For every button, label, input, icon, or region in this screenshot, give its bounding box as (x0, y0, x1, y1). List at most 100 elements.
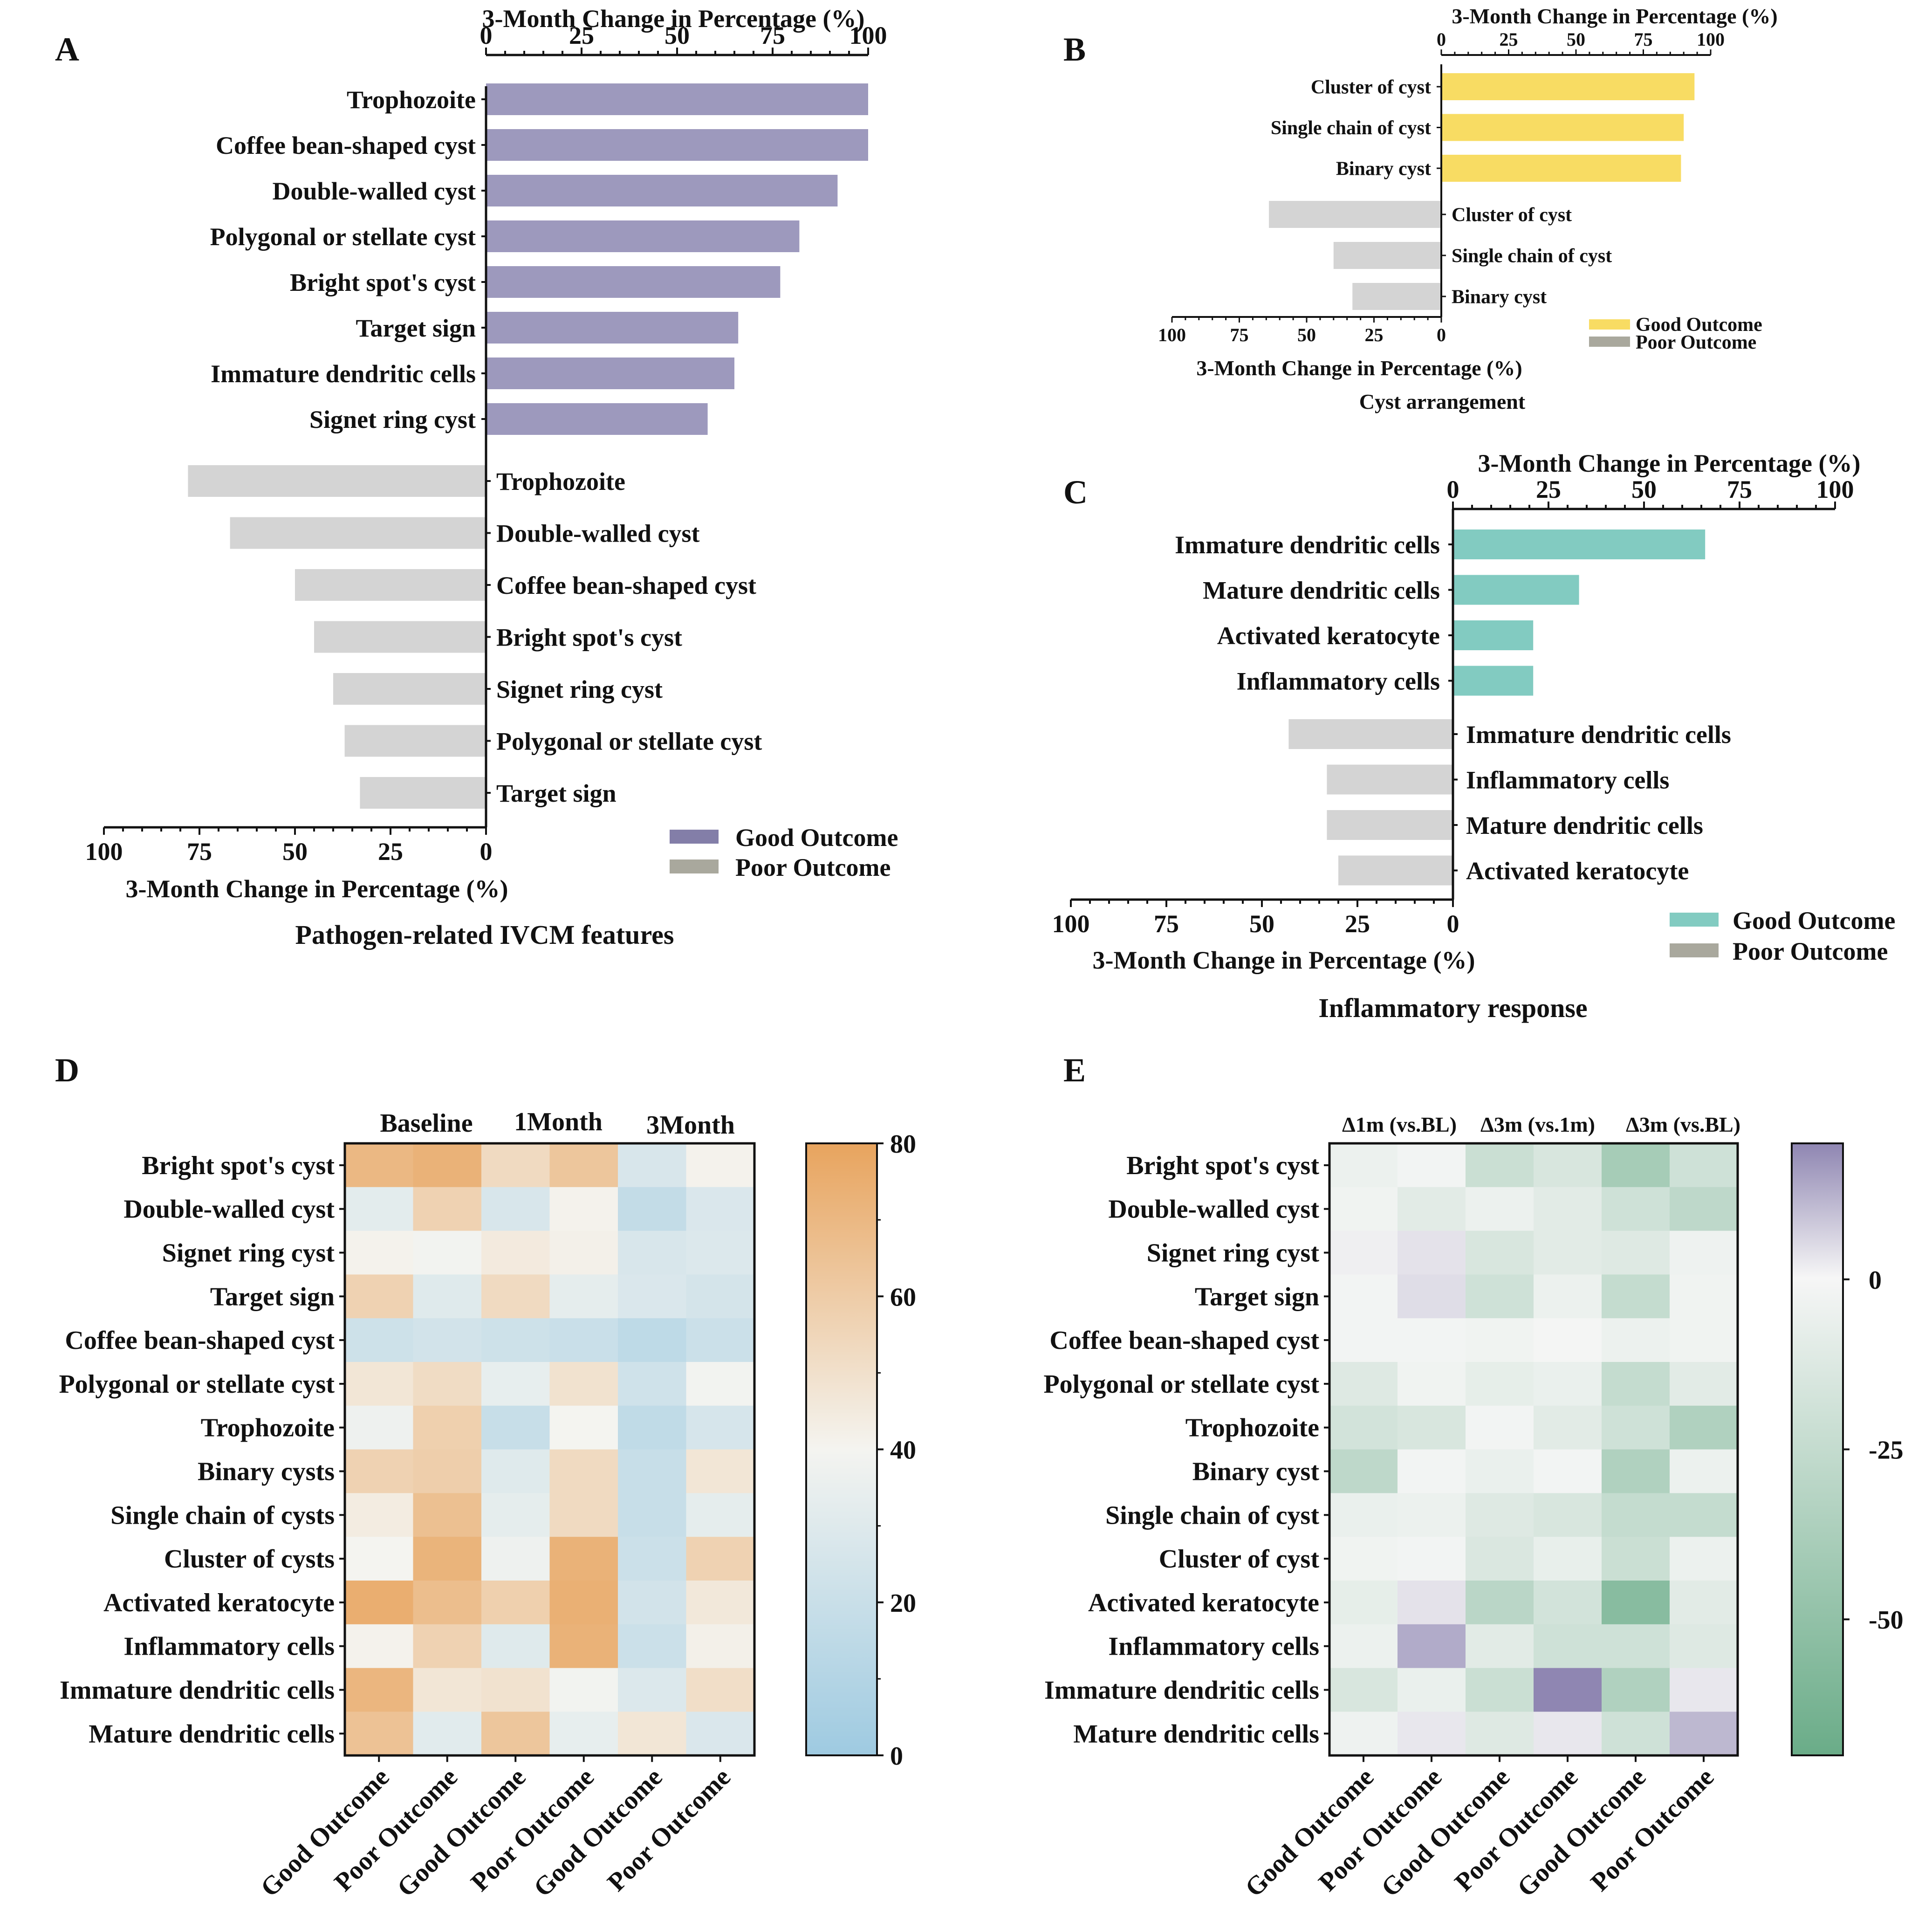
heatmap-cell (1398, 1405, 1466, 1450)
axis-tick-label: 75 (1230, 324, 1249, 345)
heatmap-cell (345, 1187, 413, 1231)
legend-poor-label: Poor Outcome (735, 853, 891, 881)
heatmap-cell (686, 1449, 755, 1493)
heatmap-cell (1670, 1362, 1738, 1406)
heatmap-row-label: Cluster of cysts (164, 1545, 335, 1574)
legend-good-label: Good Outcome (1733, 907, 1895, 935)
panel-a-bars: Trophozoite Coffee bean-shaped cyst Double… (188, 83, 868, 809)
heatmap-row-label: Mature dendritic cells (89, 1719, 335, 1748)
heatmap-cell (413, 1668, 482, 1712)
bar-category-label: Binary cyst (1336, 158, 1431, 180)
bar-category-label: Target sign (356, 314, 476, 342)
heatmap-cell (549, 1624, 618, 1669)
heatmap-cell (1398, 1581, 1466, 1625)
heatmap-cell (1398, 1449, 1466, 1493)
heatmap-row-label: Cluster of cyst (1159, 1545, 1320, 1574)
heatmap-cell (549, 1449, 618, 1493)
heatmap-cell (413, 1318, 482, 1362)
colorbar-tick-label: -25 (1869, 1436, 1904, 1465)
heatmap-cell (1329, 1624, 1398, 1669)
legend-swatch-poor (1589, 337, 1630, 347)
heatmap-cell (1398, 1143, 1466, 1188)
heatmap-cell (345, 1668, 413, 1712)
heatmap-cell (686, 1493, 755, 1537)
panel-c-caption: Inflammatory response (1318, 993, 1587, 1023)
panel-e-colorbar: 0 -25 -50 (1791, 1142, 1904, 1756)
heatmap-cell (1602, 1668, 1670, 1712)
legend-poor-label: Poor Outcome (1636, 332, 1756, 353)
heatmap-cell (1534, 1231, 1602, 1275)
panel-b-caption: Cyst arrangement (1359, 390, 1526, 413)
axis-tick-label: 50 (665, 21, 690, 49)
heatmap-cell (1466, 1493, 1534, 1537)
axis-tick-label: 100 (1158, 324, 1186, 345)
bar-category-label: Cluster of cyst (1452, 205, 1572, 226)
heatmap-cell (413, 1537, 482, 1581)
heatmap-cell (1466, 1449, 1534, 1493)
panel-a-legend: Good Outcome Poor Outcome (670, 824, 898, 881)
axis-tick-label: 25 (1365, 324, 1384, 345)
heatmap-cell (549, 1581, 618, 1625)
bar-poor-outcome (295, 569, 486, 601)
axis-tick-label: 100 (1697, 29, 1725, 50)
legend-poor-label: Poor Outcome (1733, 937, 1888, 965)
heatmap-cell (1398, 1712, 1466, 1756)
heatmap-cell (1670, 1274, 1738, 1319)
heatmap-cell (413, 1362, 482, 1406)
heatmap-cell (1466, 1537, 1534, 1581)
bar-category-label: Trophozoite (496, 468, 625, 495)
heatmap-cell (1534, 1493, 1602, 1537)
panel-a-bottom-axis-label: 3-Month Change in Percentage (%) (126, 875, 508, 903)
legend-swatch-poor (1670, 943, 1719, 957)
heatmap-cell (1534, 1405, 1602, 1450)
bar-category-label: Polygonal or stellate cyst (210, 223, 476, 251)
heatmap-row-label: Single chain of cysts (110, 1501, 335, 1530)
heatmap-cell (1602, 1187, 1670, 1231)
axis-tick-label: 0 (1437, 324, 1446, 345)
heatmap-cell (549, 1405, 618, 1450)
heatmap-cell (1466, 1274, 1534, 1319)
panel-e-heatmap: Bright spot's cyst Double-walled cyst Sign… (1043, 1142, 1739, 1903)
panel-c-bottom-axis-label: 3-Month Change in Percentage (%) (1093, 946, 1475, 974)
heatmap-cell (345, 1581, 413, 1625)
bar-good-outcome (486, 403, 708, 435)
heatmap-group-label: 1Month (514, 1107, 603, 1136)
heatmap-row-label: Double-walled cyst (1108, 1195, 1319, 1224)
heatmap-cell (686, 1187, 755, 1231)
heatmap-row-label: Signet ring cyst (1147, 1239, 1320, 1268)
heatmap-cell (345, 1143, 413, 1188)
heatmap-cell (549, 1231, 618, 1275)
heatmap-cell (1398, 1274, 1466, 1319)
colorbar (805, 1142, 878, 1756)
axis-tick-label: 0 (480, 21, 493, 49)
heatmap-cell (481, 1581, 550, 1625)
heatmap-cell (1466, 1712, 1534, 1756)
heatmap-cell (686, 1231, 755, 1275)
bar-good-outcome (1441, 114, 1684, 141)
heatmap-cell (549, 1493, 618, 1537)
heatmap-cell (345, 1449, 413, 1493)
bar-good-outcome (486, 129, 868, 161)
bar-good-outcome (1453, 666, 1534, 696)
heatmap-cell (686, 1537, 755, 1581)
heatmap-cell (1602, 1493, 1670, 1537)
heatmap-row-label: Coffee bean-shaped cyst (65, 1326, 335, 1355)
heatmap-cell (345, 1712, 413, 1756)
bar-poor-outcome (344, 725, 486, 757)
heatmap-row-label: Double-walled cyst (123, 1195, 335, 1224)
axis-tick-label: 0 (480, 838, 493, 866)
heatmap-cell (1398, 1231, 1466, 1275)
heatmap-cell (1602, 1318, 1670, 1362)
bar-category-label: Single chain of cyst (1452, 246, 1612, 267)
bar-category-label: Trophozoite (347, 86, 476, 114)
axis-tick-label: 50 (1297, 324, 1316, 345)
bar-poor-outcome (333, 673, 486, 705)
heatmap-cell (1602, 1624, 1670, 1669)
legend-swatch-good (1589, 319, 1630, 330)
heatmap-group-label: Δ1m (vs.BL) (1342, 1113, 1457, 1136)
heatmap-cell (413, 1405, 482, 1450)
heatmap-cell (686, 1318, 755, 1362)
axis-tick-label: 100 (849, 21, 887, 49)
axis-tick-label: 50 (1249, 910, 1274, 938)
heatmap-cell (618, 1274, 686, 1319)
